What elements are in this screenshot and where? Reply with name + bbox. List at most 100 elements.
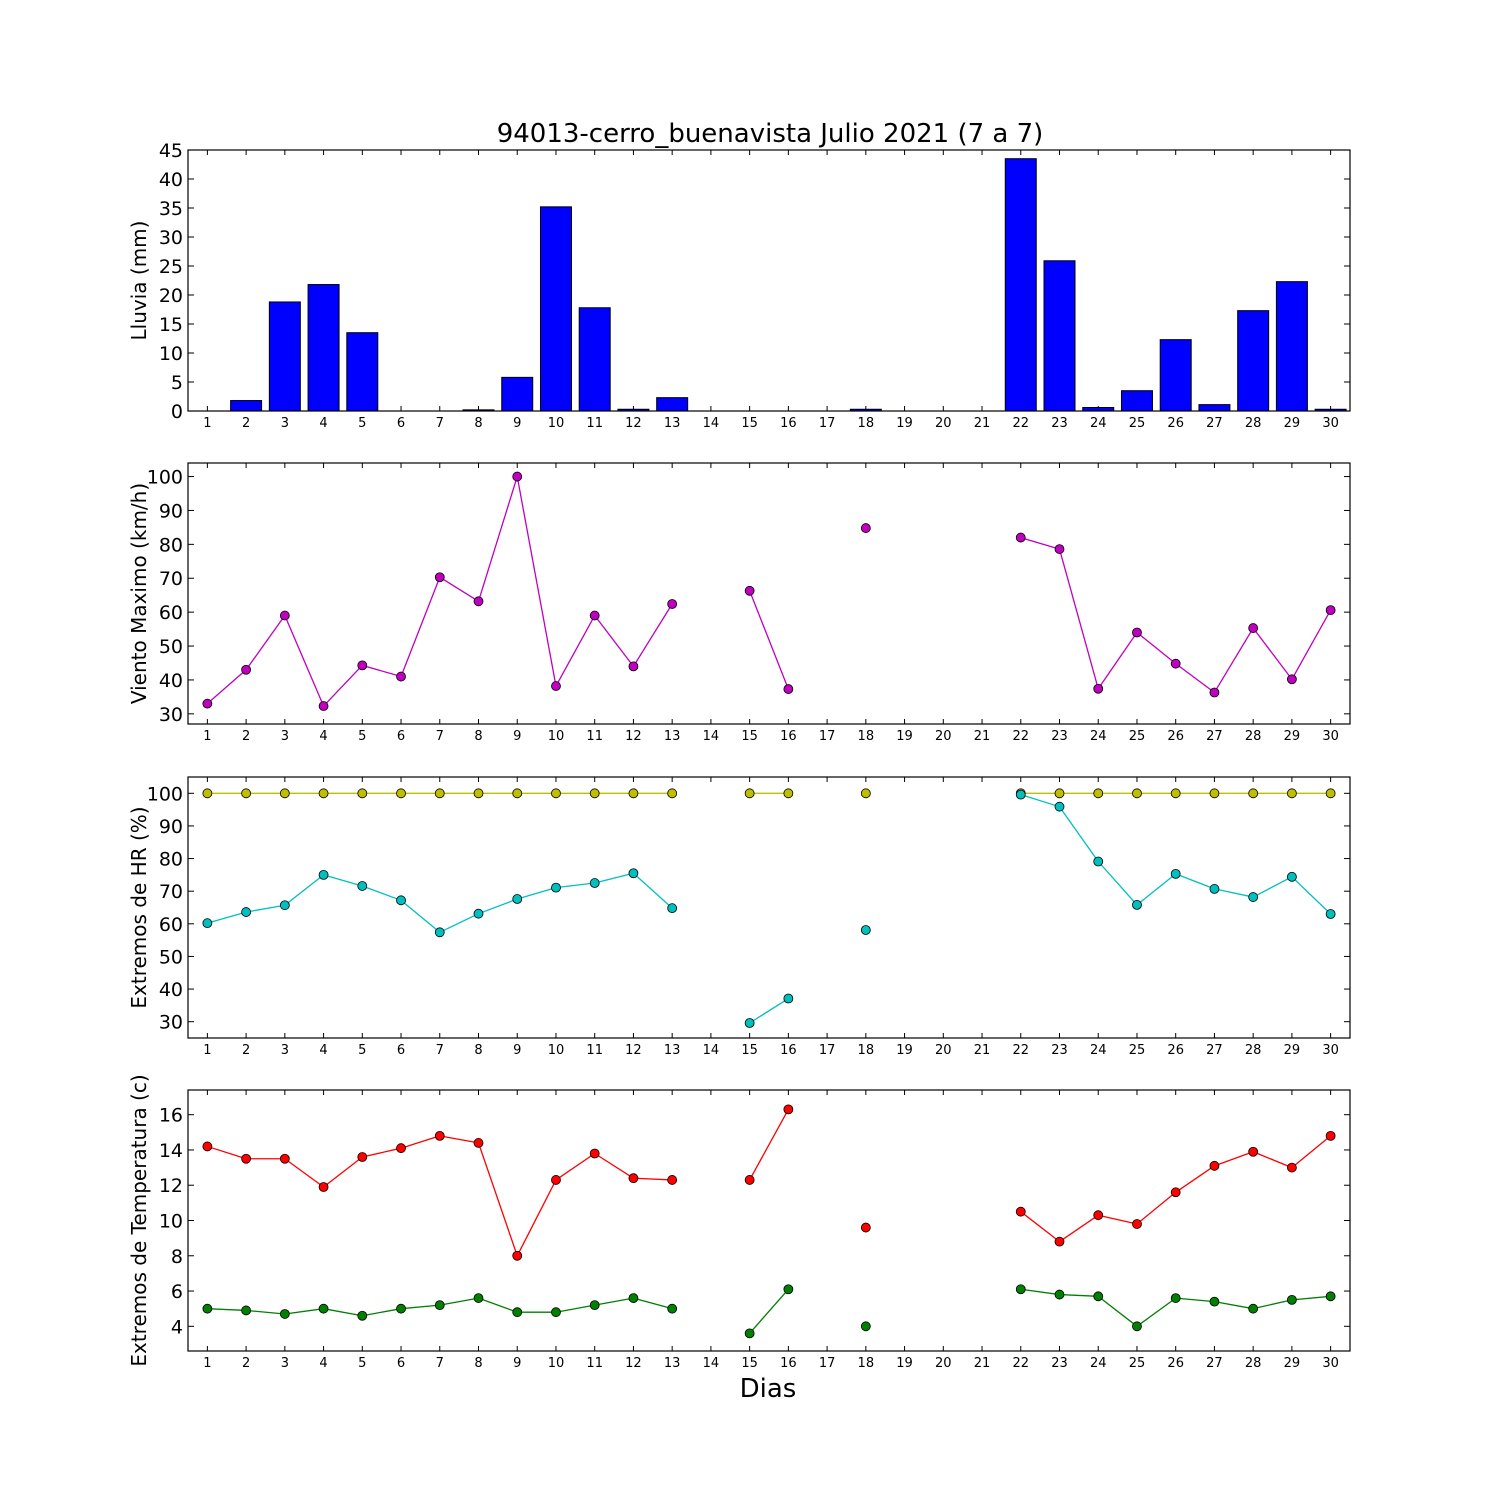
x-tick-label: 9 bbox=[513, 1043, 521, 1058]
series-1-segment bbox=[1136, 631, 1177, 665]
series-1-point-day-5 bbox=[357, 788, 368, 799]
series-2-segment bbox=[400, 1304, 440, 1310]
series-1-segment bbox=[1291, 609, 1332, 680]
series-2-point-day-18 bbox=[860, 1321, 871, 1332]
series-1-point-day-26 bbox=[1170, 788, 1181, 799]
series-1-point-day-9 bbox=[512, 788, 523, 799]
x-tick-label: 19 bbox=[896, 729, 913, 744]
series-1-segment bbox=[1020, 536, 1060, 550]
series-1-point-day-29 bbox=[1287, 1162, 1297, 1173]
series-2-segment bbox=[323, 1308, 363, 1317]
series-1-segment bbox=[749, 590, 789, 690]
series-2-point-day-16 bbox=[783, 1284, 794, 1295]
x-tick-label: 20 bbox=[935, 1356, 952, 1371]
series-1-segment bbox=[477, 1142, 518, 1256]
series-1-point-day-27 bbox=[1209, 687, 1220, 698]
series-2-point-day-6 bbox=[396, 1303, 406, 1314]
x-tick-label: 3 bbox=[281, 1043, 289, 1058]
series-1-segment bbox=[362, 1147, 402, 1158]
x-tick-label: 24 bbox=[1090, 1043, 1107, 1058]
x-tick-label: 15 bbox=[741, 416, 758, 431]
series-1-segment bbox=[555, 615, 596, 687]
series-1-point-day-4 bbox=[318, 1182, 329, 1192]
x-tick-label: 10 bbox=[548, 416, 565, 431]
x-tick-label: 25 bbox=[1129, 729, 1146, 744]
series-2-segment bbox=[478, 1297, 518, 1313]
series-2-segment bbox=[1097, 1295, 1138, 1327]
series-1-segment bbox=[633, 1177, 673, 1181]
series-1-point-day-23 bbox=[1054, 788, 1065, 799]
y-tick-label: 50 bbox=[159, 946, 183, 968]
x-tick-label: 8 bbox=[474, 416, 482, 431]
series-2-point-day-27 bbox=[1209, 884, 1220, 894]
series-2-segment bbox=[362, 885, 402, 901]
series-1-segment bbox=[245, 615, 286, 671]
bar-day-23 bbox=[1043, 260, 1076, 412]
series-1-segment bbox=[1175, 1165, 1215, 1193]
series-1-point-day-24 bbox=[1093, 1210, 1104, 1221]
y-tick-label: 100 bbox=[147, 467, 183, 489]
bar-day-13 bbox=[656, 397, 689, 412]
x-tick-label: 27 bbox=[1206, 1043, 1223, 1058]
series-1-point-day-6 bbox=[396, 1143, 406, 1154]
series-1-point-day-10 bbox=[551, 681, 561, 691]
series-1-segment bbox=[1252, 1151, 1293, 1169]
x-tick-label: 23 bbox=[1051, 1043, 1068, 1058]
series-2-point-day-18 bbox=[860, 925, 871, 935]
series-2-point-day-16 bbox=[783, 993, 794, 1004]
series-1-point-day-22 bbox=[1015, 532, 1026, 543]
x-tick-label: 3 bbox=[281, 729, 289, 744]
series-2-segment bbox=[246, 1309, 285, 1315]
x-tick-label: 9 bbox=[513, 729, 521, 744]
series-1-point-day-9 bbox=[512, 471, 523, 482]
series-2-point-day-30 bbox=[1325, 909, 1336, 919]
series-2-point-day-15 bbox=[744, 1328, 755, 1339]
series-1-segment bbox=[1097, 632, 1138, 690]
series-2-segment bbox=[1291, 876, 1332, 915]
bar-day-4 bbox=[307, 284, 340, 412]
series-2-point-day-15 bbox=[744, 1018, 755, 1028]
series-1-segment bbox=[594, 1152, 634, 1179]
x-tick-label: 6 bbox=[397, 416, 405, 431]
series-1-point-day-26 bbox=[1170, 1187, 1181, 1198]
series-2-segment bbox=[400, 899, 441, 933]
series-2-segment bbox=[594, 1297, 634, 1306]
series-1-point-day-10 bbox=[551, 1175, 561, 1185]
series-1-point-day-4 bbox=[318, 788, 329, 799]
series-1-point-day-16 bbox=[783, 1104, 794, 1115]
x-tick-label: 26 bbox=[1167, 1356, 1184, 1371]
x-tick-label: 13 bbox=[664, 729, 681, 744]
series-2-point-day-5 bbox=[357, 1310, 368, 1321]
series-2-segment bbox=[362, 1308, 402, 1317]
series-2-point-day-29 bbox=[1287, 871, 1297, 882]
series-2-segment bbox=[633, 1297, 673, 1310]
x-tick-label: 19 bbox=[896, 1043, 913, 1058]
series-2-point-day-11 bbox=[589, 1300, 600, 1311]
bar-day-27 bbox=[1198, 404, 1231, 412]
series-1-segment bbox=[284, 1158, 324, 1188]
series-1-point-day-3 bbox=[279, 788, 290, 799]
series-2-segment bbox=[207, 1308, 247, 1312]
axes-frame bbox=[187, 1089, 1351, 1352]
series-2-segment bbox=[555, 1304, 595, 1313]
series-1-point-day-11 bbox=[589, 788, 600, 799]
bar-day-11 bbox=[578, 307, 611, 412]
series-1-point-day-23 bbox=[1054, 1236, 1065, 1247]
y-tick-label: 80 bbox=[159, 534, 183, 556]
x-tick-label: 2 bbox=[242, 1356, 250, 1371]
y-tick-label: 45 bbox=[159, 140, 183, 162]
x-tick-label: 25 bbox=[1129, 1043, 1146, 1058]
x-tick-label: 22 bbox=[1012, 729, 1029, 744]
x-tick-label: 8 bbox=[474, 1356, 482, 1371]
x-tick-label: 17 bbox=[819, 729, 836, 744]
series-1-point-day-27 bbox=[1209, 1160, 1220, 1171]
x-tick-label: 14 bbox=[703, 1043, 720, 1058]
series-1-point-day-15 bbox=[744, 585, 755, 596]
x-tick-label: 6 bbox=[397, 1356, 405, 1371]
x-tick-label: 30 bbox=[1322, 1043, 1339, 1058]
series-2-point-day-11 bbox=[589, 878, 600, 888]
series-1-segment bbox=[1252, 627, 1293, 680]
series-1-point-day-2 bbox=[241, 664, 252, 675]
y-tick-label: 40 bbox=[159, 169, 183, 191]
